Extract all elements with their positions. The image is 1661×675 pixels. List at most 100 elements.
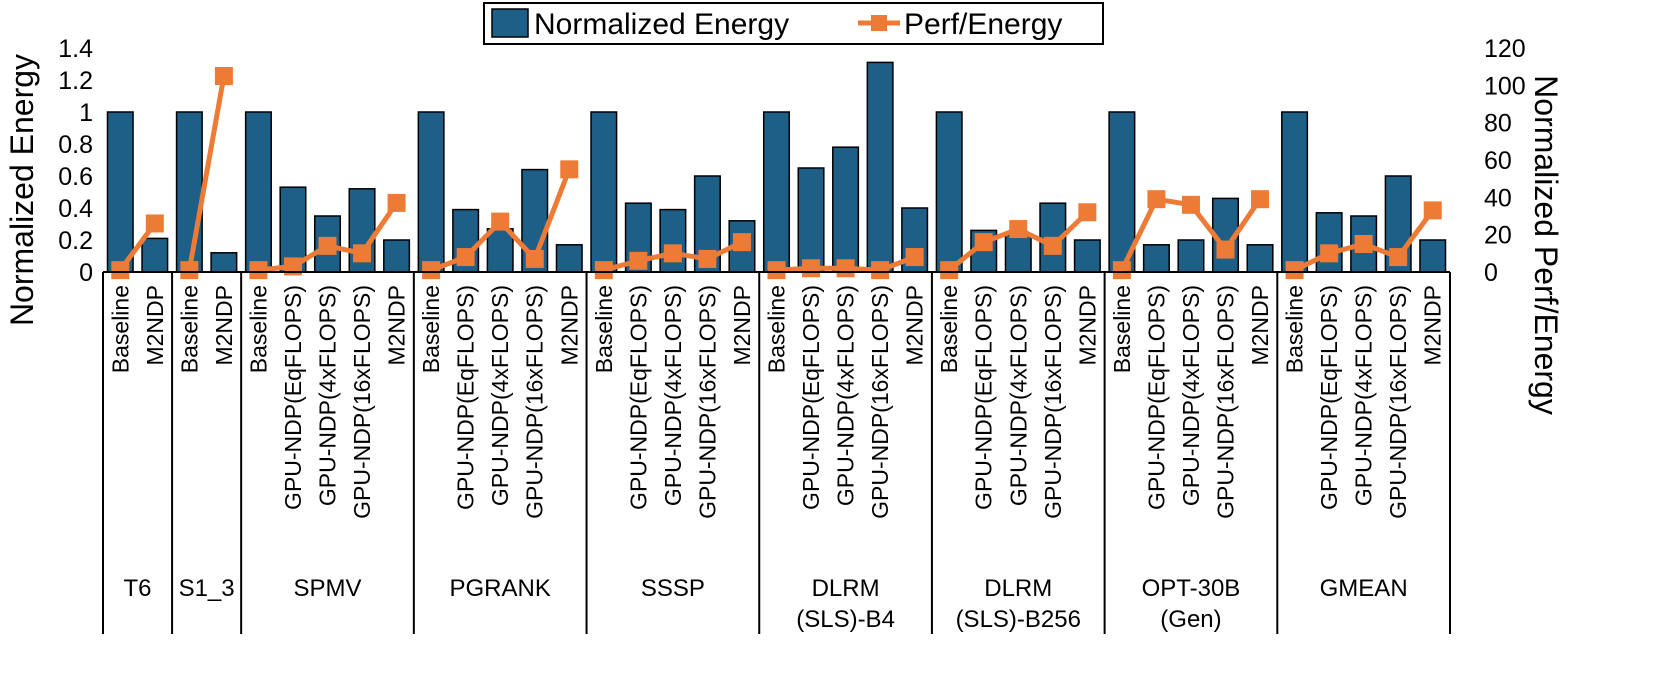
energy-bar bbox=[1246, 244, 1274, 273]
lines-layer bbox=[111, 67, 1442, 280]
y-right-tick-label: 80 bbox=[1484, 110, 1512, 138]
energy-bar bbox=[659, 208, 687, 273]
group-label: GMEAN bbox=[1320, 575, 1408, 602]
perf-energy-marker bbox=[871, 261, 890, 280]
legend-box bbox=[483, 2, 1104, 45]
y-right-tick-label: 60 bbox=[1484, 147, 1512, 175]
energy-bar bbox=[244, 111, 272, 273]
category-label: GPU-NDP(EqFLOPS) bbox=[971, 285, 997, 510]
energy-bar bbox=[590, 111, 618, 273]
category-label: GPU-NDP(EqFLOPS) bbox=[798, 285, 824, 510]
energy-bar bbox=[935, 111, 963, 273]
perf-energy-marker bbox=[1320, 244, 1339, 263]
perf-energy-marker bbox=[1389, 248, 1408, 267]
group-label: DLRM bbox=[984, 575, 1052, 602]
perf-energy-marker bbox=[491, 212, 510, 231]
perf-energy-marker bbox=[1181, 195, 1200, 214]
category-label: M2NDP bbox=[384, 285, 410, 366]
energy-bar bbox=[1177, 239, 1205, 273]
perf-energy-marker bbox=[802, 259, 821, 278]
energy-bar bbox=[1142, 244, 1170, 273]
category-label: GPU-NDP(16xFLOPS) bbox=[1040, 285, 1066, 519]
perf-energy-marker bbox=[422, 261, 441, 280]
y-left-tick-label: 0 bbox=[79, 259, 93, 287]
legend-marker-perf bbox=[871, 15, 887, 31]
group-label: DLRM bbox=[812, 575, 880, 602]
y-left-tick-label: 0.2 bbox=[58, 227, 93, 255]
energy-bar bbox=[1419, 239, 1447, 273]
y-left-tick-label: 0.4 bbox=[58, 195, 93, 223]
category-label: M2NDP bbox=[1074, 285, 1100, 366]
group-label: T6 bbox=[124, 575, 152, 602]
perf-energy-marker bbox=[525, 249, 544, 268]
group-label: OPT-30B bbox=[1142, 575, 1241, 602]
energy-bar bbox=[555, 244, 583, 273]
perf-energy-marker bbox=[1285, 261, 1304, 280]
perf-energy-marker bbox=[1078, 203, 1097, 222]
category-label: Baseline bbox=[1109, 285, 1135, 373]
category-label: M2NDP bbox=[1247, 285, 1273, 366]
perf-energy-marker bbox=[1043, 236, 1062, 255]
perf-energy-marker bbox=[905, 248, 924, 267]
y-right-tick-label: 100 bbox=[1484, 72, 1526, 100]
group-label: SSSP bbox=[641, 575, 705, 602]
perf-energy-marker bbox=[732, 233, 751, 252]
y-right-tick-label: 0 bbox=[1484, 259, 1498, 287]
category-label: GPU-NDP(4xFLOPS) bbox=[1005, 285, 1031, 506]
perf-energy-marker bbox=[594, 261, 613, 280]
legend-swatch-energy bbox=[491, 8, 529, 38]
perf-energy-marker bbox=[353, 244, 372, 263]
group-label: (SLS)-B4 bbox=[796, 606, 895, 633]
energy-bar bbox=[486, 228, 514, 273]
y-right-tick-label: 120 bbox=[1484, 35, 1526, 63]
category-label: M2NDP bbox=[902, 285, 928, 366]
energy-bar bbox=[1281, 111, 1309, 273]
energy-bar bbox=[141, 237, 169, 273]
y-left-tick-label: 0.6 bbox=[58, 163, 93, 191]
energy-bar bbox=[1004, 234, 1032, 273]
category-label: GPU-NDP(16xFLOPS) bbox=[1385, 285, 1411, 519]
energy-bar bbox=[175, 111, 203, 273]
category-label: Baseline bbox=[245, 285, 271, 373]
energy-bar bbox=[210, 252, 238, 273]
category-label: GPU-NDP(EqFLOPS) bbox=[1316, 285, 1342, 510]
perf-energy-marker bbox=[111, 261, 130, 280]
y-left-axis-title: Normalized Energy bbox=[4, 54, 40, 326]
category-label: Baseline bbox=[591, 285, 617, 373]
category-label: GPU-NDP(16xFLOPS) bbox=[694, 285, 720, 519]
category-label: M2NDP bbox=[556, 285, 582, 366]
category-label: Baseline bbox=[176, 285, 202, 373]
y-left-tick-label: 1.2 bbox=[58, 67, 93, 95]
category-label: GPU-NDP(EqFLOPS) bbox=[1143, 285, 1169, 510]
category-label: Baseline bbox=[107, 285, 133, 373]
perf-energy-marker bbox=[387, 193, 406, 212]
energy-bar bbox=[417, 111, 445, 273]
category-label: M2NDP bbox=[211, 285, 237, 366]
category-label: GPU-NDP(16xFLOPS) bbox=[349, 285, 375, 519]
category-label: GPU-NDP(EqFLOPS) bbox=[625, 285, 651, 510]
y-left-tick-label: 1.4 bbox=[58, 35, 93, 63]
energy-bar bbox=[106, 111, 134, 273]
perf-energy-marker bbox=[1112, 261, 1131, 280]
category-label: GPU-NDP(4xFLOPS) bbox=[315, 285, 341, 506]
energy-bar bbox=[1108, 111, 1136, 273]
perf-energy-marker bbox=[180, 261, 199, 280]
category-label: GPU-NDP(4xFLOPS) bbox=[1178, 285, 1204, 506]
legend-label-perf: Perf/Energy bbox=[904, 8, 1062, 41]
category-label: GPU-NDP(4xFLOPS) bbox=[1351, 285, 1377, 506]
perf-energy-marker bbox=[1423, 201, 1442, 220]
bars-layer bbox=[106, 61, 1447, 273]
perf-energy-marker bbox=[629, 251, 648, 270]
perf-energy-marker bbox=[1251, 190, 1270, 209]
group-label: (Gen) bbox=[1160, 606, 1221, 633]
energy-bar bbox=[1073, 239, 1101, 273]
energy-bar bbox=[1315, 212, 1343, 273]
category-label: GPU-NDP(4xFLOPS) bbox=[833, 285, 859, 506]
perf-energy-marker bbox=[663, 244, 682, 263]
perf-energy-marker bbox=[698, 249, 717, 268]
category-label: M2NDP bbox=[1420, 285, 1446, 366]
category-label: GPU-NDP(4xFLOPS) bbox=[660, 285, 686, 506]
y-left-tick-label: 0.8 bbox=[58, 131, 93, 159]
category-label: GPU-NDP(EqFLOPS) bbox=[280, 285, 306, 510]
